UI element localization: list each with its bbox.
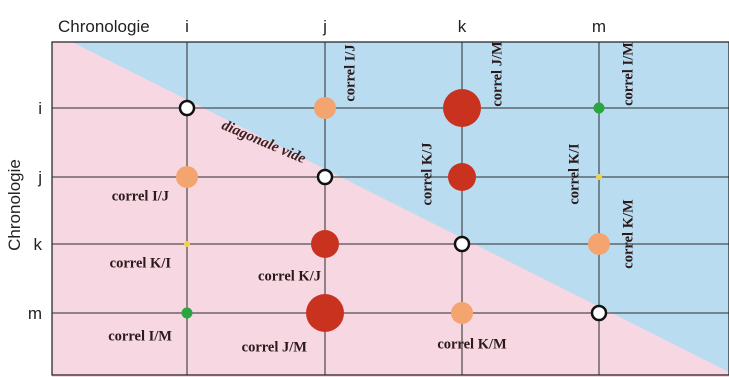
correlation-label-mk: correl K/M xyxy=(437,336,507,352)
correlation-dot-ij xyxy=(314,97,336,119)
correlation-label-im: correl I/M xyxy=(620,42,636,106)
correlation-dot-jm xyxy=(596,174,602,180)
correlation-dot-mi xyxy=(181,307,193,319)
matrix-frame xyxy=(51,41,729,376)
correlation-label-jk: correl K/J xyxy=(419,143,435,206)
axis-headers: Chronologie Chronologie i j k m i j k m xyxy=(5,17,606,323)
correlation-dot-ki xyxy=(184,241,190,247)
correlation-label-ki: correl K/I xyxy=(110,255,172,271)
y-axis-title: Chronologie xyxy=(5,159,24,251)
empty-diagonal-cell-mm xyxy=(590,304,608,322)
correlation-label-mj: correl J/M xyxy=(242,339,308,355)
column-header-i: i xyxy=(185,17,189,36)
correlation-label-ik: correl J/M xyxy=(489,41,505,107)
row-header-i: i xyxy=(38,99,42,118)
correlation-label-jm: correl K/I xyxy=(566,143,582,205)
correlation-dot-im xyxy=(593,102,605,114)
correlation-dot-jk xyxy=(448,163,476,191)
column-header-m: m xyxy=(592,17,606,36)
row-header-k: k xyxy=(34,235,43,254)
row-header-j: j xyxy=(37,168,42,187)
correlation-label-kj: correl K/J xyxy=(258,268,321,284)
empty-diagonal-cell-ii xyxy=(178,99,196,117)
correlation-dot-ik xyxy=(443,89,481,127)
row-header-m: m xyxy=(28,304,42,323)
correlation-dot-mj xyxy=(306,294,344,332)
correlation-label-ji: correl I/J xyxy=(112,188,169,204)
correlation-dot-km xyxy=(588,233,610,255)
correlation-label-ij: correl I/J xyxy=(342,44,358,101)
correlation-dot-mk xyxy=(451,302,473,324)
correlation-labels: correl I/J correl J/M correl I/M correl K/J… xyxy=(108,41,636,355)
correlation-dot-kj xyxy=(311,230,339,258)
corner-label: Chronologie xyxy=(58,17,150,36)
upper-triangle-region xyxy=(52,42,729,372)
empty-diagonal-cell-jj xyxy=(316,168,334,186)
correlation-dot-ji xyxy=(176,166,198,188)
correlation-label-mi: correl I/M xyxy=(108,328,172,344)
correlation-label-km: correl K/M xyxy=(620,199,636,269)
background-regions xyxy=(51,41,729,377)
empty-diagonal-cell-kk xyxy=(453,235,471,253)
column-header-j: j xyxy=(322,17,327,36)
column-header-k: k xyxy=(458,17,467,36)
correlation-dots xyxy=(176,89,610,332)
